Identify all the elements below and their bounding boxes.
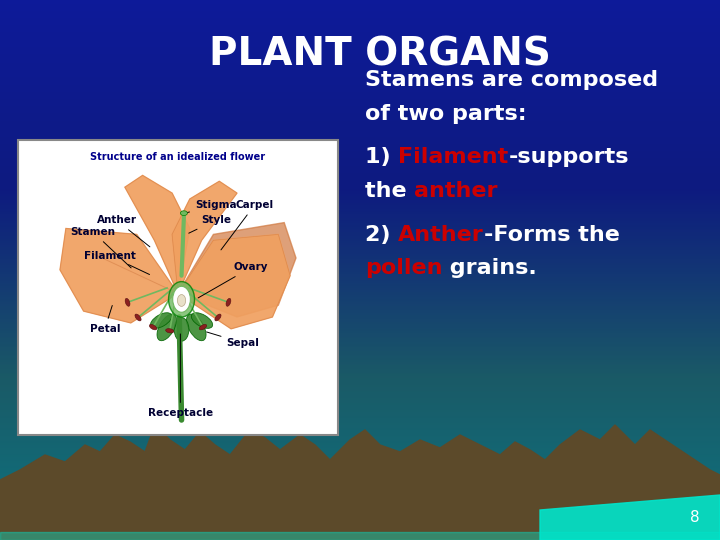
FancyBboxPatch shape <box>18 140 338 435</box>
Text: Sepal: Sepal <box>207 332 259 348</box>
Text: Stigma: Stigma <box>188 200 237 212</box>
Text: Anther: Anther <box>398 225 484 245</box>
Polygon shape <box>0 425 720 540</box>
Ellipse shape <box>166 329 174 333</box>
Text: Filament: Filament <box>84 251 150 274</box>
Polygon shape <box>0 532 720 540</box>
Text: Structure of an idealized flower: Structure of an idealized flower <box>91 152 266 162</box>
Ellipse shape <box>149 325 157 330</box>
Polygon shape <box>125 176 190 293</box>
Ellipse shape <box>199 325 207 330</box>
Text: Petal: Petal <box>89 306 120 334</box>
Text: 1): 1) <box>365 147 398 167</box>
Ellipse shape <box>177 295 186 306</box>
Polygon shape <box>178 222 296 317</box>
Ellipse shape <box>135 314 141 321</box>
Polygon shape <box>172 181 237 293</box>
Text: 8: 8 <box>690 510 700 525</box>
Ellipse shape <box>150 313 172 328</box>
Ellipse shape <box>125 299 130 306</box>
Text: Anther: Anther <box>96 215 150 247</box>
Text: Style: Style <box>189 215 230 233</box>
Text: Carpel: Carpel <box>221 200 274 250</box>
Text: Stamen: Stamen <box>71 227 131 268</box>
Ellipse shape <box>173 286 190 312</box>
Polygon shape <box>178 234 290 329</box>
Text: -Forms the: -Forms the <box>484 225 620 245</box>
Text: Filament: Filament <box>398 147 508 167</box>
Ellipse shape <box>215 314 221 321</box>
Text: Stamens are composed: Stamens are composed <box>365 70 658 90</box>
Ellipse shape <box>157 314 176 341</box>
Text: Receptacle: Receptacle <box>148 334 213 418</box>
Ellipse shape <box>226 299 231 306</box>
Ellipse shape <box>168 281 194 317</box>
Ellipse shape <box>181 211 187 215</box>
Text: PLANT ORGANS: PLANT ORGANS <box>209 35 551 73</box>
Ellipse shape <box>192 313 212 328</box>
Text: of two parts:: of two parts: <box>365 104 526 124</box>
Text: -supports: -supports <box>508 147 629 167</box>
Polygon shape <box>60 228 178 323</box>
Text: grains.: grains. <box>443 258 537 278</box>
Text: Ovary: Ovary <box>198 262 269 298</box>
Text: 2): 2) <box>365 225 398 245</box>
Text: anther: anther <box>415 181 498 201</box>
Ellipse shape <box>186 314 206 341</box>
Polygon shape <box>540 495 720 540</box>
Ellipse shape <box>174 318 189 341</box>
Text: pollen: pollen <box>365 258 443 278</box>
Text: the: the <box>365 181 415 201</box>
